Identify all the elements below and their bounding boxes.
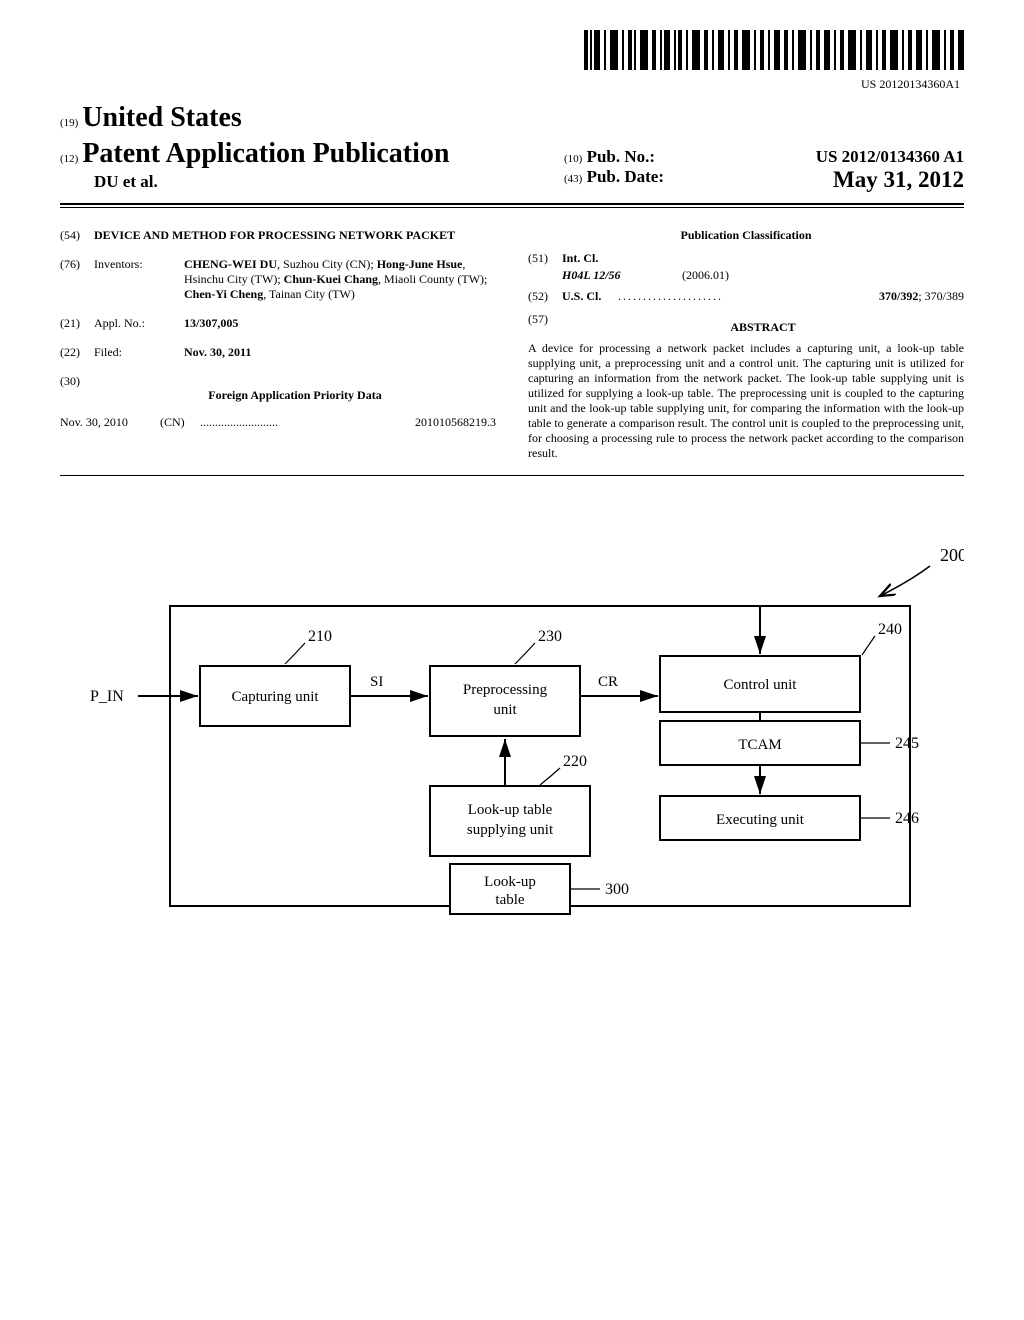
inventor-4-loc: , Tainan City (TW)	[263, 287, 355, 301]
svg-text:table: table	[495, 892, 524, 908]
foreign-code: (30)	[60, 374, 94, 413]
filed-label: Filed:	[94, 345, 184, 360]
pub-no-code: (10)	[564, 153, 582, 165]
box-control: Control unit	[724, 677, 798, 693]
inventor-4: Chen-Yi Cheng	[184, 287, 263, 301]
uscl-code: (52)	[528, 289, 562, 304]
country-code: (19)	[60, 117, 78, 129]
pub-no-label: Pub. No.:	[587, 147, 655, 166]
ref-220: 220	[563, 753, 587, 770]
uscl-label: U.S. Cl.	[562, 289, 618, 304]
uscl-dots: .....................	[618, 289, 834, 304]
pub-type-code: (12)	[60, 153, 78, 165]
svg-text:Look-up table: Look-up table	[468, 802, 553, 818]
box-preprocess-1: Preprocessing	[463, 682, 548, 698]
inventor-1-loc: , Suzhou City (CN);	[277, 257, 377, 271]
abstract-header: ABSTRACT	[562, 320, 964, 335]
inventor-2: Hong-June Hsue	[377, 257, 463, 271]
country: United States	[82, 102, 241, 133]
inventor-3: Chun-Kuei Chang	[284, 272, 378, 286]
filed-value: Nov. 30, 2011	[184, 345, 496, 360]
figure: 200 P_IN Capturing unit 210 SI Preproces…	[60, 536, 964, 956]
inventor-1: CHENG-WEI DU	[184, 257, 277, 271]
applno-label: Appl. No.:	[94, 316, 184, 331]
applno-value: 13/307,005	[184, 316, 496, 331]
label-si: SI	[370, 674, 383, 690]
svg-text:supplying unit: supplying unit	[467, 822, 554, 838]
priority-country: (CN)	[160, 415, 200, 430]
header-block: (19) United States (12) Patent Applicati…	[60, 102, 964, 193]
invention-title: DEVICE AND METHOD FOR PROCESSING NETWORK…	[94, 228, 496, 243]
applno-code: (21)	[60, 316, 94, 331]
divider-bottom	[60, 475, 964, 476]
pub-no-value: US 2012/0134360 A1	[816, 147, 964, 167]
uscl-value: 370/392; 370/389	[834, 289, 964, 304]
priority-dots: ..........................	[200, 415, 376, 430]
intcl-label: Int. Cl.	[562, 251, 598, 266]
filed-code: (22)	[60, 345, 94, 360]
intcl-value: H04L 12/56	[562, 268, 682, 283]
ref-210: 210	[308, 628, 332, 645]
ref-245: 245	[895, 735, 919, 752]
box-exec: Executing unit	[716, 812, 805, 828]
box-capturing: Capturing unit	[231, 689, 319, 705]
inventor-3-loc: , Miaoli County (TW);	[378, 272, 487, 286]
right-column: Publication Classification (51) Int. Cl.…	[528, 228, 964, 461]
pub-date-value: May 31, 2012	[833, 167, 964, 193]
label-cr: CR	[598, 674, 618, 690]
abstract-body: A device for processing a network packet…	[528, 341, 964, 461]
bibliographic-data: (54) DEVICE AND METHOD FOR PROCESSING NE…	[60, 228, 964, 461]
box-preprocess-2: unit	[493, 702, 517, 718]
barcode-icon	[584, 30, 964, 75]
intcl-year: (2006.01)	[682, 268, 729, 283]
barcode-number: US 20120134360A1	[60, 77, 964, 92]
inventors-code: (76)	[60, 257, 94, 302]
divider-thin	[60, 207, 964, 208]
classification-header: Publication Classification	[528, 228, 964, 243]
foreign-header: Foreign Application Priority Data	[94, 388, 496, 403]
authors: DU et al.	[94, 172, 449, 192]
left-column: (54) DEVICE AND METHOD FOR PROCESSING NE…	[60, 228, 496, 461]
ref-240: 240	[878, 621, 902, 638]
inventors-label: Inventors:	[94, 257, 184, 302]
ref-300: 300	[605, 881, 629, 898]
intcl-code: (51)	[528, 251, 562, 266]
ref-200: 200	[940, 545, 964, 565]
pub-date-code: (43)	[564, 173, 582, 185]
label-pin: P_IN	[90, 688, 124, 705]
inventors-value: CHENG-WEI DU, Suzhou City (CN); Hong-Jun…	[184, 257, 496, 302]
priority-date: Nov. 30, 2010	[60, 415, 160, 430]
barcode-area: US 20120134360A1	[60, 30, 964, 92]
svg-text:Look-up: Look-up	[484, 874, 536, 890]
ref-230: 230	[538, 628, 562, 645]
pub-date-label: Pub. Date:	[587, 167, 664, 186]
pub-type: Patent Application Publication	[82, 138, 449, 169]
ref-246: 246	[895, 810, 919, 827]
abstract-code: (57)	[528, 312, 562, 339]
divider-thick	[60, 203, 964, 205]
title-code: (54)	[60, 228, 94, 243]
priority-number: 201010568219.3	[376, 415, 496, 430]
box-tcam: TCAM	[738, 737, 781, 753]
